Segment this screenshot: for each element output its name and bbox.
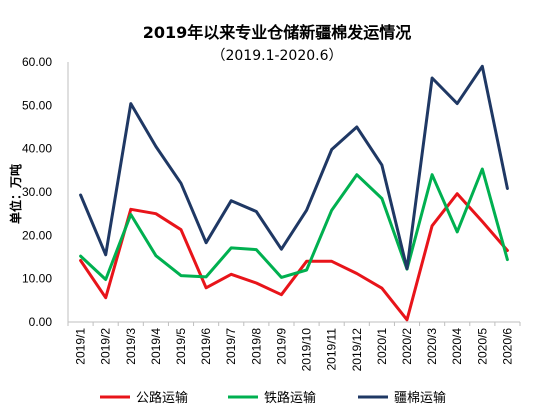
x-tick-label: 2019/11 [325, 328, 339, 371]
x-tick-label: 2019/9 [274, 328, 288, 365]
x-tick-label: 2019/1 [74, 328, 88, 365]
x-tick-label: 2019/5 [174, 328, 188, 365]
x-tick-label: 2020/1 [375, 328, 389, 365]
x-tick-label: 2020/2 [400, 328, 414, 365]
legend-label-1: 公路运输 [136, 390, 188, 406]
y-tick-label: 0.00 [29, 315, 53, 329]
y-tick-label: 10.00 [22, 272, 52, 286]
x-tick-label: 2019/10 [300, 328, 314, 372]
y-tick-label: 60.00 [22, 55, 52, 69]
y-tick-label: 50.00 [22, 98, 52, 112]
y-tick-label: 40.00 [22, 142, 52, 156]
chart-subtitle: （2019.1-2020.6） [211, 48, 342, 64]
legend: 公路运输 铁路运输 疆棉运输 [100, 390, 446, 406]
x-tick-label: 2020/4 [450, 328, 464, 365]
legend-label-2: 铁路运输 [264, 390, 316, 406]
series-line-3 [79, 64, 509, 271]
y-tick-label: 30.00 [22, 185, 52, 199]
series-line-1 [79, 192, 509, 322]
x-tick-label: 2020/6 [500, 328, 514, 365]
legend-label-3: 疆棉运输 [394, 390, 446, 406]
x-tick-label: 2019/12 [350, 328, 364, 372]
x-tick-label: 2020/5 [475, 328, 489, 365]
y-tick-label: 20.00 [22, 228, 52, 242]
x-tick-label: 2019/6 [199, 328, 213, 365]
series-line-2 [79, 167, 509, 281]
series-lines [79, 64, 509, 322]
y-ticks: 0.00 10.00 20.00 30.00 40.00 50.00 60.00 [22, 55, 52, 329]
y-axis-label: 单位：万吨 [8, 164, 23, 224]
x-ticks: 2019/1 2019/2 2019/3 2019/4 2019/5 2019/6 2019… [67, 322, 521, 372]
x-tick-label: 2019/3 [124, 328, 138, 365]
chart-title: 2019年以来专业仓储新疆棉发运情况 [143, 23, 412, 42]
x-tick-label: 2019/2 [99, 328, 113, 365]
x-tick-label: 2019/8 [249, 328, 263, 365]
x-tick-label: 2019/7 [224, 328, 238, 365]
x-tick-label: 2020/3 [425, 328, 439, 365]
x-tick-label: 2019/4 [149, 328, 163, 365]
